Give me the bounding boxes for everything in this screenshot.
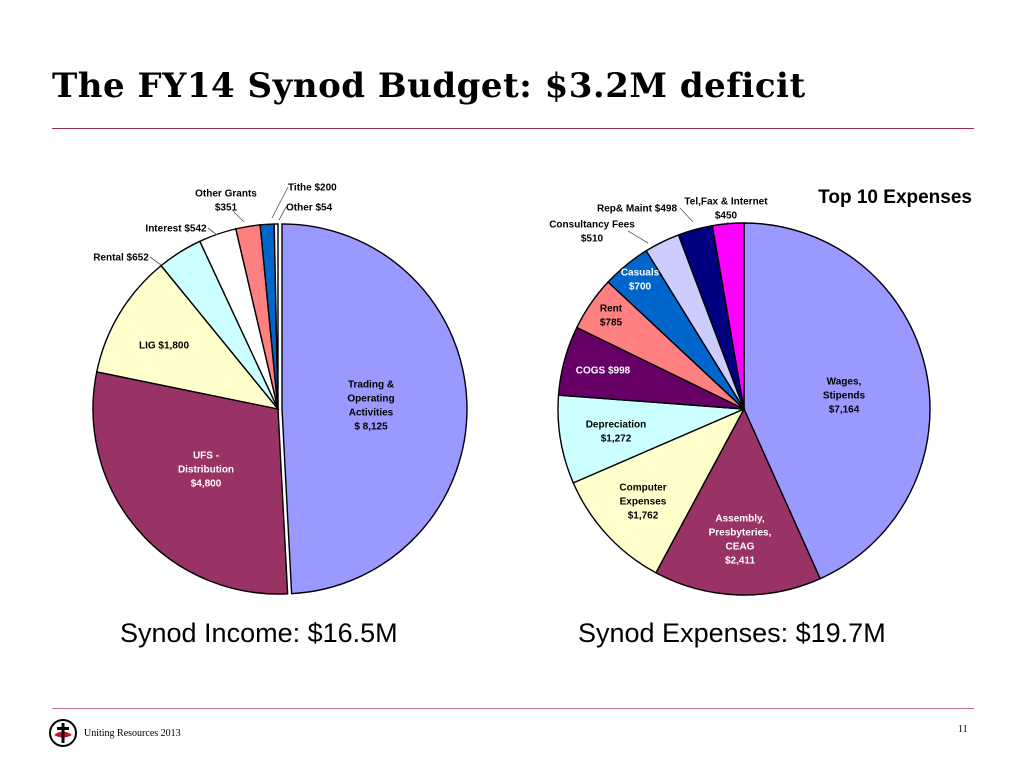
income-slice-0 — [281, 223, 468, 595]
income-leader-line-6 — [271, 186, 289, 219]
income-caption: Synod Income: $16.5M — [120, 618, 398, 648]
income-leader-line-5 — [232, 210, 245, 223]
expenses-label-0: Wages, Stipends $7,164 — [823, 377, 866, 416]
income-slice-7 — [273, 223, 279, 410]
expenses-label-7: Consultancy Fees $510 — [549, 220, 635, 245]
income-label-7: Other $54 — [286, 203, 333, 214]
income-label-1: UFS -Distribution $4,800 — [178, 451, 234, 490]
expenses-label-1: Assembly, Presbyteries, CEAG $2,411 — [709, 514, 772, 567]
income-leader-line-3 — [149, 256, 162, 266]
income-leader-line-4 — [207, 227, 218, 236]
income-label-3: Rental $652 — [93, 253, 149, 264]
income-slice-2 — [95, 264, 280, 411]
expenses-pie-chart: Wages, Stipends $7,164 Assembly, Presbyterie… — [549, 197, 931, 596]
income-leader-line-7 — [278, 206, 287, 221]
expenses-slice-9 — [711, 222, 745, 410]
income-label-4: Interest $542 — [145, 224, 207, 235]
expenses-slice-0 — [743, 222, 931, 580]
income-label-0: Trading & Operating Activities $ 8,125 — [347, 380, 394, 433]
uniting-church-logo-icon — [49, 719, 77, 747]
expenses-label-3: Depreciation $1,272 — [586, 420, 647, 445]
slide-title: The FY14 Synod Budget: $3.2M deficit — [52, 66, 806, 106]
income-label-6: Tithe $200 — [288, 183, 337, 194]
expenses-slice-1 — [654, 407, 822, 596]
income-label-2: LIG $1,800 — [139, 341, 189, 352]
title-divider — [52, 128, 974, 129]
expenses-label-6: Casuals $700 — [621, 268, 660, 293]
income-pie-chart: Trading & Operating Activities $ 8,125 UFS -… — [92, 183, 468, 595]
income-slice-1 — [92, 371, 289, 595]
expenses-label-4: COGS $998 — [576, 366, 631, 377]
expenses-label-5: Rent $785 — [600, 304, 623, 329]
pie-charts: Trading & Operating Activities $ 8,125 UFS -… — [92, 183, 972, 596]
expenses-slice-2 — [572, 407, 746, 574]
expenses-label-2: Computer Expenses $1,762 — [619, 483, 666, 522]
expenses-caption: Synod Expenses: $19.7M — [578, 618, 886, 648]
expenses-leader-line-8 — [679, 207, 694, 223]
income-label-5: Other Grants $351 — [195, 189, 257, 214]
footer-divider — [52, 708, 974, 709]
page-number: 11 — [958, 724, 968, 735]
expenses-label-9: Tel,Fax & Internet $450 — [684, 197, 768, 222]
footer-text: Uniting Resources 2013 — [84, 728, 181, 739]
expenses-chart-title: Top 10 Expenses — [818, 187, 972, 208]
expenses-leader-line-7 — [627, 230, 649, 244]
expenses-label-8: Rep& Maint $498 — [597, 204, 677, 215]
